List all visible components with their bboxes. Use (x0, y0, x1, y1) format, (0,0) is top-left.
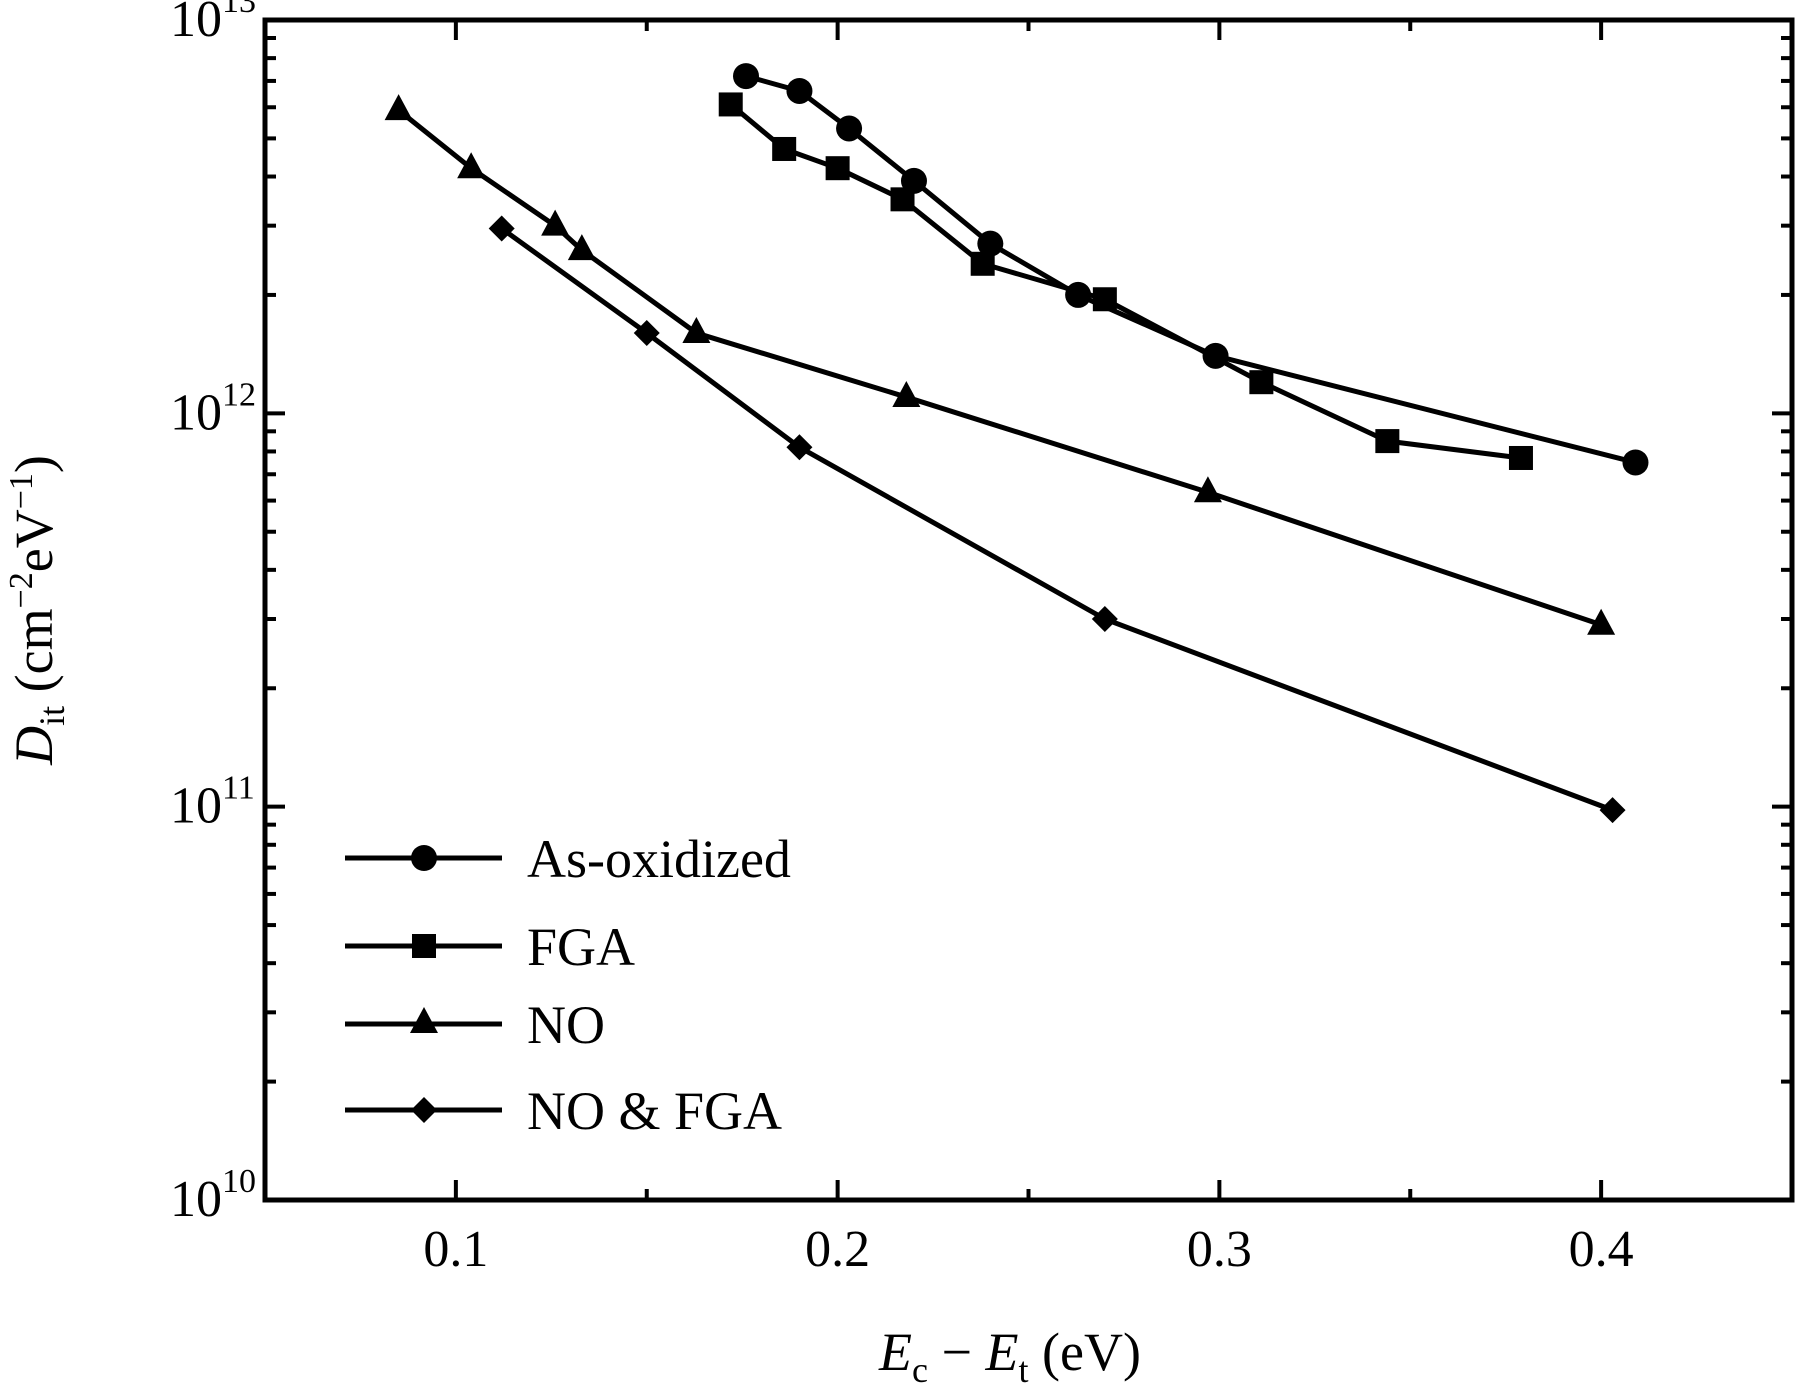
data-point (786, 77, 813, 104)
triangle-marker-icon (410, 1007, 438, 1033)
data-point (1375, 429, 1400, 454)
y-tick-exponent: 13 (222, 0, 256, 20)
x-tick-label: 0.4 (1569, 1221, 1634, 1278)
y-tick-label: 10 (170, 384, 222, 441)
axis-ticks (263, 20, 1792, 1202)
data-point (1092, 287, 1117, 312)
data-point (567, 234, 596, 261)
circle-marker-icon (411, 845, 437, 871)
legend-item-no: NO (345, 995, 605, 1055)
series-line (745, 73, 1637, 465)
data-point (890, 187, 915, 212)
y-tick-label: 10 (170, 1171, 222, 1228)
data-point (892, 381, 921, 408)
data-point (682, 317, 711, 344)
legend-label: As-oxidized (527, 829, 791, 889)
data-point (786, 434, 813, 461)
data-point (977, 230, 1004, 257)
square-marker-icon (412, 934, 436, 958)
y-tick-label: 10 (170, 0, 222, 48)
legend-item-no-fga: NO & FGA (345, 1081, 782, 1141)
legend-item-fga: FGA (345, 917, 635, 977)
data-point (488, 215, 515, 242)
data-point (633, 320, 660, 347)
legend-item-as-oxidized: As-oxidized (345, 829, 791, 889)
data-point (1249, 370, 1274, 395)
legend-label: NO (527, 995, 605, 1055)
series-diamond (488, 215, 1626, 824)
legend-label: NO & FGA (527, 1081, 782, 1141)
data-point (1508, 445, 1533, 470)
data-point (1587, 608, 1616, 635)
y-axis-title: Dit (cm−2eV−1) (3, 455, 72, 766)
series-square (718, 92, 1533, 470)
data-point (1193, 476, 1222, 503)
data-point (457, 152, 486, 179)
diamond-marker-icon (411, 1097, 437, 1123)
series-line (397, 108, 1602, 628)
data-point (733, 63, 760, 90)
series-layer (384, 63, 1649, 824)
x-axis-title: Ec − Et (eV) (878, 1322, 1141, 1389)
data-point (384, 94, 413, 121)
x-tick-label: 0.1 (423, 1221, 488, 1278)
data-point (825, 156, 850, 181)
legend-label: FGA (527, 917, 635, 977)
x-tick-label: 0.2 (805, 1221, 870, 1278)
data-point (772, 136, 797, 161)
data-point (718, 92, 743, 117)
y-tick-exponent: 12 (222, 376, 256, 413)
y-tick-exponent: 10 (222, 1163, 256, 1200)
legend: As-oxidized FGA NO NO & FGA (345, 829, 791, 1141)
series-triangle (384, 94, 1616, 635)
data-point (1091, 605, 1118, 632)
data-point (1599, 797, 1626, 824)
y-tick-exponent: 11 (222, 770, 255, 807)
data-point (1622, 449, 1649, 476)
data-point (836, 115, 863, 142)
series-circle (733, 63, 1649, 476)
y-tick-label: 10 (170, 778, 222, 835)
data-point (970, 251, 995, 276)
x-tick-label: 0.3 (1187, 1221, 1252, 1278)
data-point (541, 209, 570, 236)
